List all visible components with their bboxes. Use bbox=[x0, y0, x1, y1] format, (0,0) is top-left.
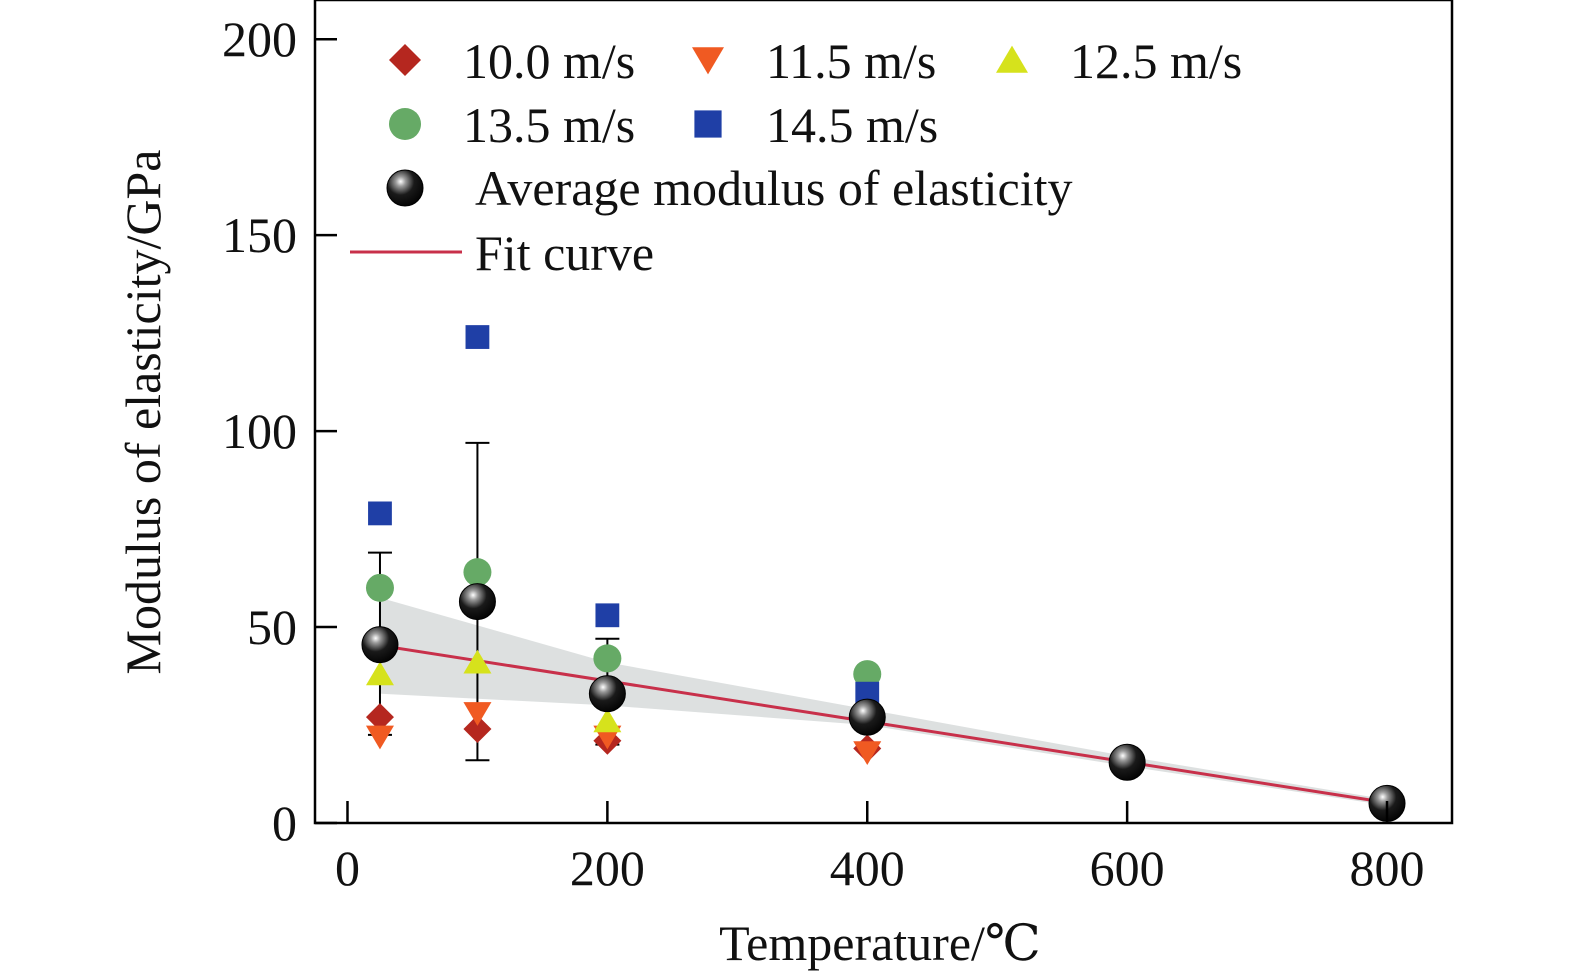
legend-label-4: 14.5 m/s bbox=[766, 97, 938, 153]
legend-label-fit: Fit curve bbox=[475, 225, 654, 281]
average-point bbox=[848, 698, 886, 736]
x-tick-label: 200 bbox=[570, 840, 645, 896]
plot-frame bbox=[313, 0, 1454, 825]
series-4-point bbox=[368, 501, 392, 526]
series-2-point bbox=[593, 708, 622, 733]
series-4-point bbox=[595, 603, 620, 628]
series-4-point bbox=[855, 681, 880, 706]
average-point bbox=[588, 675, 626, 713]
fit-confidence-band bbox=[379, 597, 1388, 806]
legend-label-3: 13.5 m/s bbox=[463, 97, 635, 153]
legend-marker-4 bbox=[694, 110, 722, 138]
legend-marker-0 bbox=[389, 44, 421, 76]
y-axis-label: Modulus of elasticity/GPa bbox=[115, 150, 171, 675]
x-axis-label: Temperature/℃ bbox=[719, 915, 1041, 971]
series-2-point bbox=[463, 649, 492, 674]
series-0-point bbox=[365, 703, 394, 732]
y-tick-label: 100 bbox=[222, 403, 297, 459]
series-2-point bbox=[365, 661, 394, 686]
legend-marker-2 bbox=[996, 45, 1028, 73]
data-points-layer bbox=[365, 325, 882, 766]
series-3-point bbox=[463, 558, 492, 587]
average-points-layer bbox=[361, 583, 1406, 822]
x-tick-label: 0 bbox=[335, 840, 360, 896]
legend-label-1: 11.5 m/s bbox=[766, 33, 936, 89]
x-tick-label: 400 bbox=[830, 840, 905, 896]
series-3-point bbox=[365, 573, 394, 602]
legend-label-2: 12.5 m/s bbox=[1070, 33, 1242, 89]
legend-label-average: Average modulus of elasticity bbox=[475, 160, 1073, 216]
average-point bbox=[1108, 743, 1146, 781]
average-point bbox=[361, 626, 399, 664]
y-tick-label: 150 bbox=[222, 207, 297, 263]
series-3-point bbox=[853, 660, 882, 689]
legend-label-0: 10.0 m/s bbox=[463, 33, 635, 89]
average-point bbox=[458, 583, 496, 621]
series-3-point bbox=[593, 644, 622, 673]
series-1-point bbox=[853, 741, 882, 766]
fit-confidence-band-layer bbox=[379, 597, 1388, 806]
x-tick-label: 800 bbox=[1350, 840, 1425, 896]
legend: 10.0 m/s 11.5 m/s 12.5 m/s 13.5 m/s 14.5 m/s… bbox=[350, 33, 1242, 281]
legend-marker-1 bbox=[692, 47, 724, 75]
series-1-point bbox=[365, 725, 394, 750]
y-tick-label: 50 bbox=[247, 599, 297, 655]
y-tick-label: 200 bbox=[222, 11, 297, 67]
y-tick-label: 0 bbox=[272, 795, 297, 851]
series-1-point bbox=[463, 702, 492, 726]
x-tick-label: 600 bbox=[1090, 840, 1165, 896]
legend-marker-average bbox=[386, 169, 424, 207]
series-0-point bbox=[463, 714, 492, 743]
series-4-point bbox=[465, 325, 490, 349]
legend-marker-3 bbox=[389, 108, 421, 140]
axes-layer: 0 200 400 600 800 0 50 100 150 200 bbox=[222, 11, 1425, 896]
